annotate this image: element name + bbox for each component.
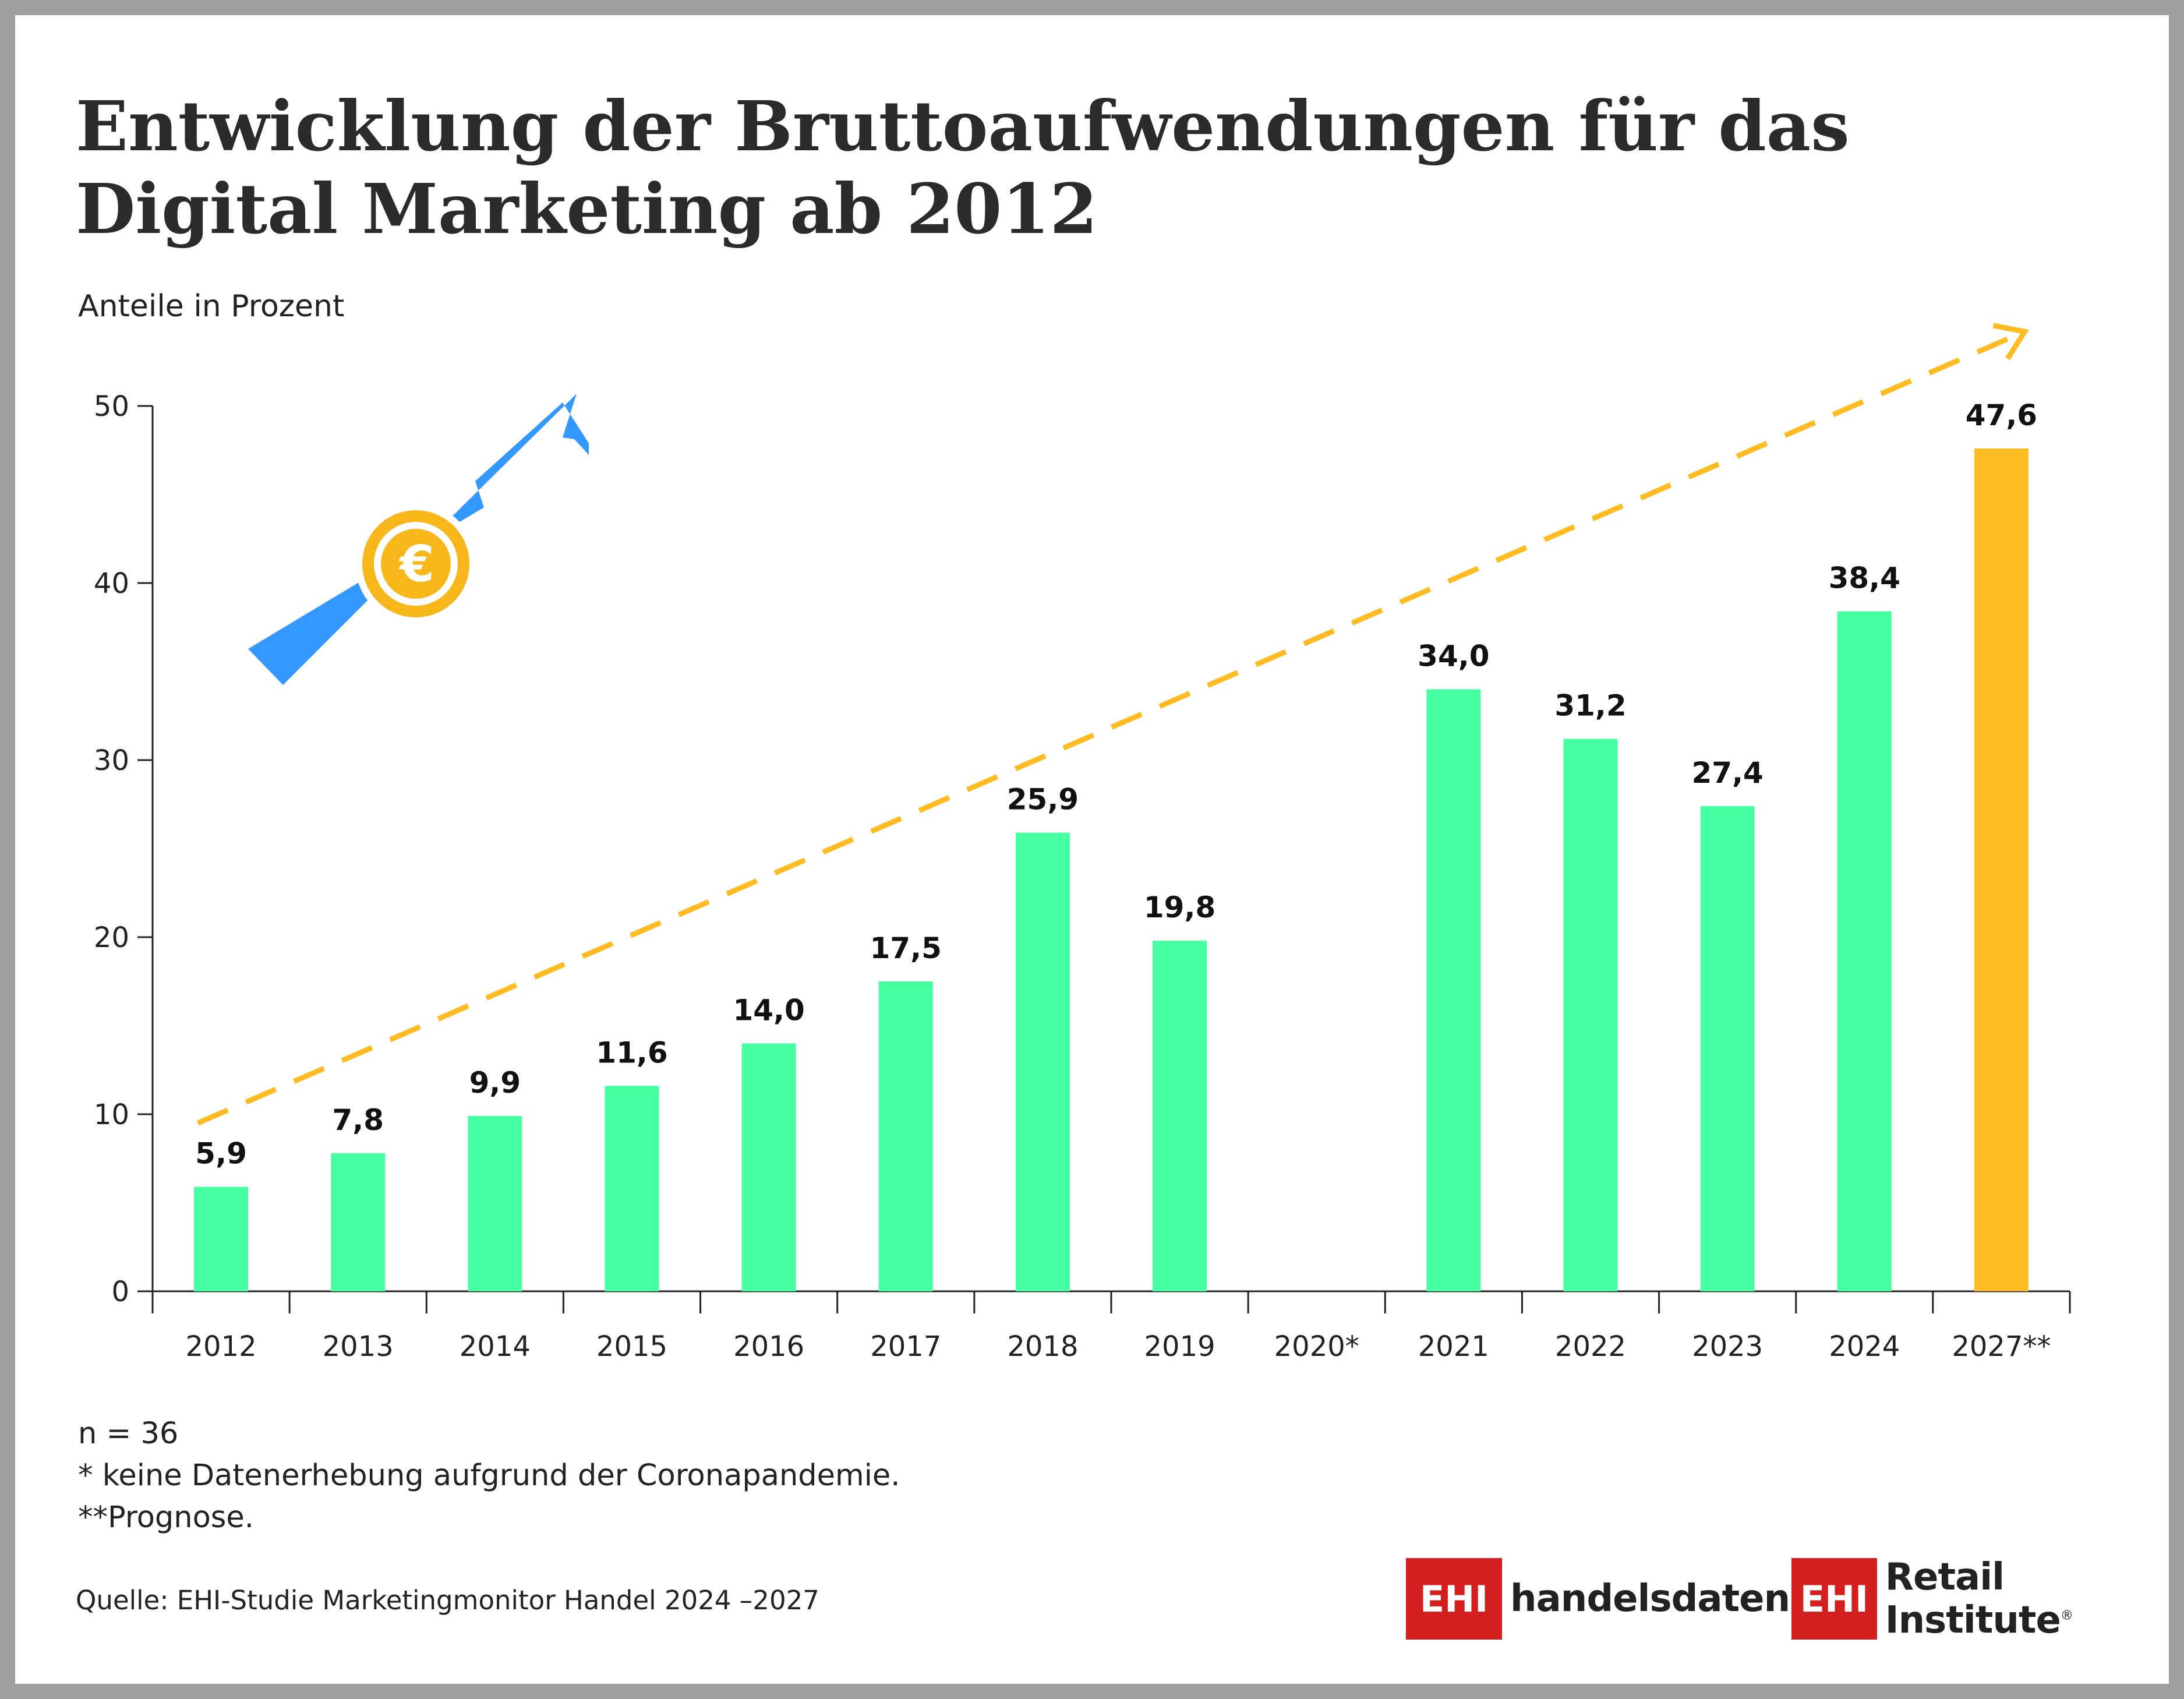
trend-arrowhead-icon — [1992, 323, 2029, 361]
trend-line-dashed — [196, 329, 2026, 1126]
registered-mark: ® — [2060, 1608, 2073, 1623]
y-tick-label: 40 — [94, 567, 129, 600]
data-label: 9,9 — [469, 1066, 521, 1100]
x-tick-label: 2023 — [1692, 1330, 1763, 1363]
ehi-retail-institute-logo: EHI Retail Institute® — [1791, 1555, 2169, 1643]
data-label: 34,0 — [1418, 639, 1489, 673]
data-labels: 5,9 7,8 9,9 11,6 14,0 17,5 25,9 19,8 34,0 31,2 27,… — [195, 398, 2037, 1171]
bar — [1837, 611, 1892, 1291]
x-tick-label: 2013 — [323, 1330, 394, 1363]
bar — [1426, 689, 1481, 1291]
data-label: 11,6 — [596, 1036, 667, 1069]
axes: 0 10 20 30 40 50 2012 2013 2014 2015 2016 2017 2018 2… — [94, 390, 2071, 1363]
bar — [741, 1043, 796, 1291]
bar — [468, 1116, 522, 1291]
x-tick-label: 2020* — [1274, 1330, 1359, 1363]
bar — [605, 1086, 659, 1291]
x-tick-label: 2015 — [596, 1330, 667, 1363]
chart-title: Entwicklung der Bruttoaufwendungen für d… — [76, 86, 1850, 249]
bar — [1974, 448, 2028, 1292]
bar-chart: € 0 10 20 30 40 50 2012 2013 2014 2015 2016 2017 201… — [94, 323, 2071, 1363]
svg-text:€: € — [398, 535, 434, 594]
x-tick-label: 2024 — [1829, 1330, 1900, 1363]
euro-growth-illustration: € — [248, 394, 589, 685]
x-tick-label: 2019 — [1144, 1330, 1215, 1363]
data-label: 27,4 — [1691, 756, 1763, 790]
handelsdaten-name: handelsdaten — [1510, 1577, 1790, 1620]
handelsdaten-logo: EHI handelsdaten.de — [1406, 1555, 1855, 1643]
data-label: 19,8 — [1144, 891, 1215, 924]
bar — [1563, 739, 1618, 1291]
y-tick-label: 20 — [94, 921, 129, 954]
euro-coin-icon: € — [355, 503, 476, 624]
bar — [1015, 832, 1070, 1291]
bars — [194, 448, 2028, 1292]
data-label: 7,8 — [332, 1103, 384, 1137]
ehi-logo-box: EHI — [1791, 1558, 1877, 1640]
bar — [194, 1186, 249, 1291]
bar — [1153, 941, 1207, 1291]
data-label: 25,9 — [1007, 783, 1079, 817]
growth-arrow-icon — [248, 394, 589, 685]
x-tick-label: 2017 — [870, 1330, 941, 1363]
x-tick-label: 2016 — [733, 1330, 804, 1363]
ehi-logo-box: EHI — [1406, 1558, 1502, 1640]
x-tick-label: 2021 — [1418, 1330, 1489, 1363]
data-label: 5,9 — [195, 1137, 247, 1171]
x-tick-label: 2012 — [185, 1330, 256, 1363]
data-label: 47,6 — [1966, 398, 2037, 432]
footnote-2020: * keine Datenerhebung aufgrund der Coron… — [78, 1458, 900, 1493]
y-tick-label: 30 — [94, 744, 129, 777]
retail-institute-wordmark: Retail Institute® — [1885, 1556, 2169, 1642]
y-tick-label: 10 — [94, 1098, 129, 1131]
bar — [1700, 806, 1755, 1291]
footnotes: n = 36 * keine Datenerhebung aufgrund de… — [78, 1413, 900, 1539]
data-label: 17,5 — [870, 931, 942, 965]
source-note: Quelle: EHI-Studie Marketingmonitor Hand… — [76, 1585, 819, 1616]
x-tick-label: 2018 — [1007, 1330, 1078, 1363]
y-axis-unit-label: Anteile in Prozent — [78, 289, 345, 324]
trend-line — [196, 323, 2029, 1126]
retail-institute-name: Retail Institute — [1885, 1556, 2061, 1642]
data-label: 14,0 — [733, 993, 804, 1027]
bar — [331, 1153, 386, 1291]
x-tick-label: 2014 — [460, 1330, 531, 1363]
footnote-forecast: **Prognose. — [78, 1500, 254, 1535]
x-tick-label: 2022 — [1555, 1330, 1626, 1363]
data-label: 38,4 — [1829, 561, 1900, 595]
data-label: 31,2 — [1554, 689, 1626, 723]
chart-card: Entwicklung der Bruttoaufwendungen für d… — [15, 15, 2169, 1684]
y-tick-label: 0 — [111, 1276, 129, 1308]
sample-size-note: n = 36 — [78, 1417, 179, 1451]
bar — [878, 981, 933, 1291]
y-tick-label: 50 — [94, 390, 129, 423]
x-tick-label: 2027** — [1952, 1330, 2051, 1363]
